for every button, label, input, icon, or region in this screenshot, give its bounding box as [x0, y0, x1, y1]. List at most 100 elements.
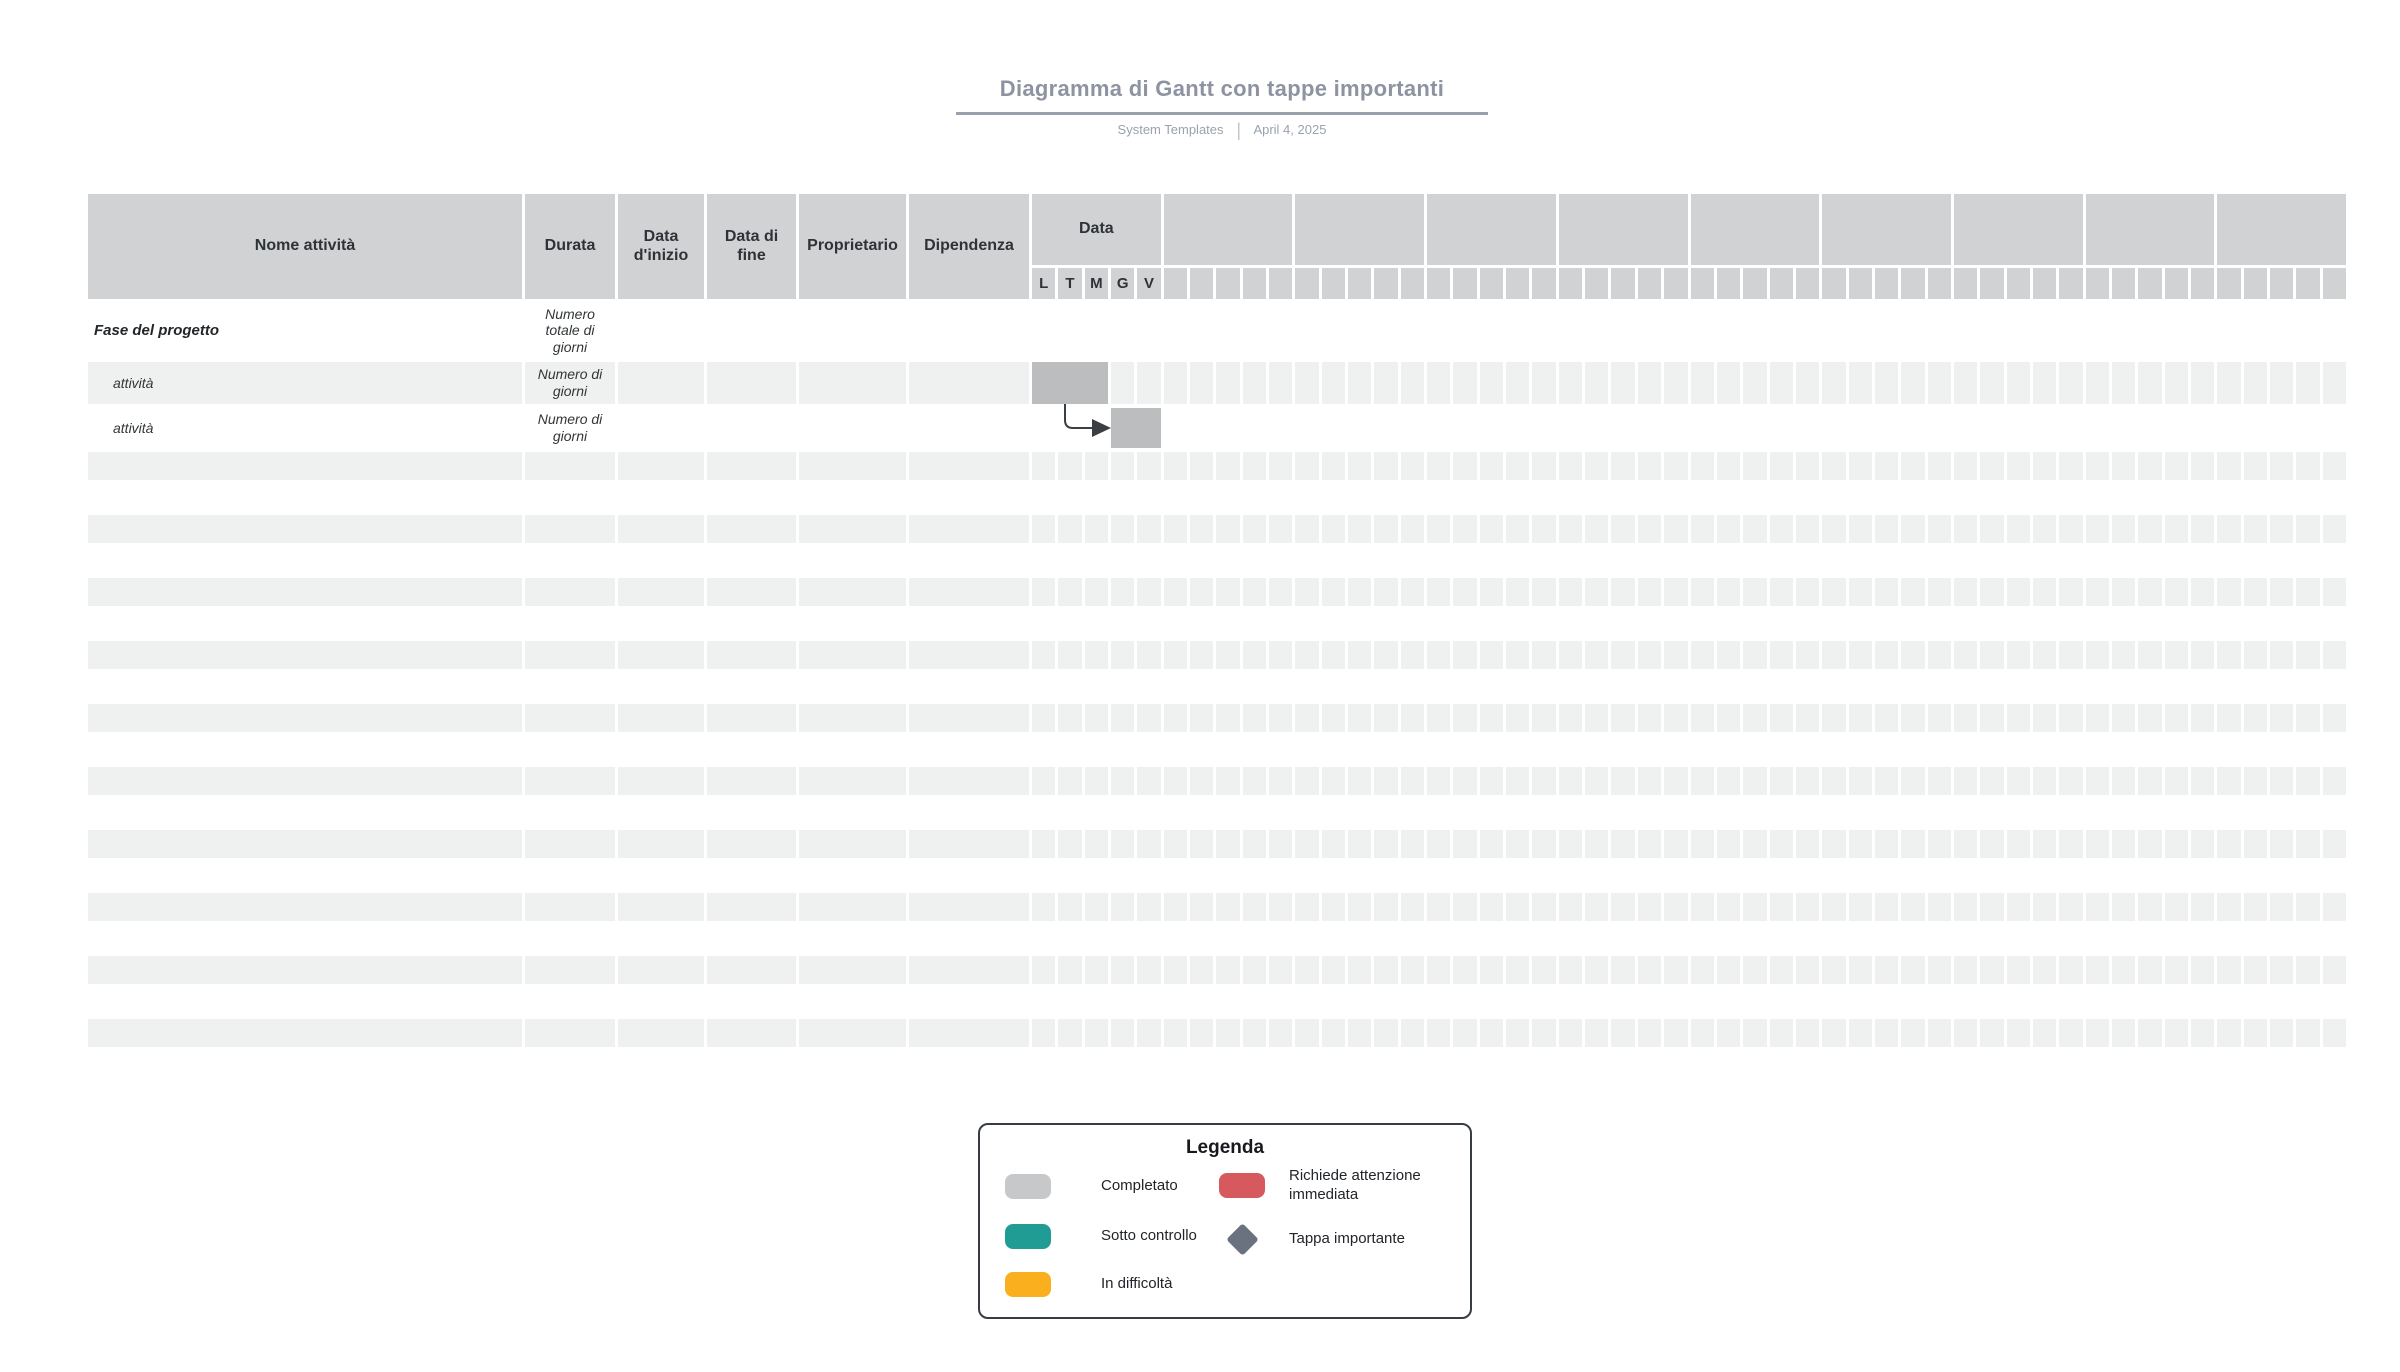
day-cell[interactable] — [1611, 578, 1635, 606]
day-cell[interactable] — [1453, 408, 1476, 448]
task-name-cell[interactable] — [88, 956, 522, 984]
day-cell[interactable] — [1637, 641, 1662, 669]
day-cell[interactable] — [2032, 893, 2057, 921]
day-cell[interactable] — [1506, 1019, 1530, 1047]
day-cell[interactable] — [1611, 515, 1635, 543]
day-cell[interactable] — [1611, 956, 1635, 984]
day-cell[interactable] — [1321, 830, 1346, 858]
day-cell[interactable] — [2085, 830, 2109, 858]
day-cell[interactable] — [2322, 641, 2346, 669]
day-cell[interactable] — [1874, 893, 1899, 921]
day-cell[interactable] — [1743, 956, 1767, 984]
end-date-cell[interactable] — [707, 515, 796, 543]
day-cell[interactable] — [1479, 452, 1504, 480]
day-cell[interactable] — [1690, 704, 1714, 732]
day-cell[interactable] — [2111, 704, 2136, 732]
day-cell[interactable] — [1874, 578, 1899, 606]
day-cell[interactable] — [1901, 303, 1924, 358]
day-cell[interactable] — [1743, 362, 1767, 404]
day-cell[interactable] — [1348, 515, 1372, 543]
day-cell[interactable] — [1427, 408, 1450, 448]
day-cell[interactable] — [1585, 362, 1609, 404]
day-cell[interactable] — [2138, 578, 2162, 606]
day-cell[interactable] — [2190, 452, 2215, 480]
day-cell[interactable] — [1795, 362, 1820, 404]
dependency-cell[interactable] — [909, 767, 1029, 795]
day-cell[interactable] — [1611, 1019, 1635, 1047]
day-cell[interactable] — [1928, 408, 1951, 448]
day-cell[interactable] — [1848, 1019, 1872, 1047]
day-cell[interactable] — [2164, 452, 2188, 480]
start-date-cell[interactable] — [618, 767, 704, 795]
day-cell[interactable] — [1374, 893, 1398, 921]
day-cell[interactable] — [2006, 767, 2030, 795]
day-cell[interactable] — [2164, 767, 2188, 795]
day-cell[interactable] — [1716, 452, 1741, 480]
day-cell[interactable] — [2269, 452, 2294, 480]
day-cell[interactable] — [1637, 767, 1662, 795]
day-cell[interactable] — [1427, 893, 1451, 921]
day-cell[interactable] — [1032, 515, 1056, 543]
day-cell[interactable] — [1927, 362, 1951, 404]
day-cell[interactable] — [1427, 1019, 1451, 1047]
day-cell[interactable] — [1506, 893, 1530, 921]
day-cell[interactable] — [2217, 515, 2241, 543]
day-cell[interactable] — [1716, 767, 1741, 795]
day-cell[interactable] — [1927, 452, 1951, 480]
day-cell[interactable] — [2059, 1019, 2083, 1047]
day-cell[interactable] — [1216, 515, 1240, 543]
day-cell[interactable] — [1321, 767, 1346, 795]
day-cell[interactable] — [1743, 408, 1766, 448]
day-cell[interactable] — [2111, 1019, 2136, 1047]
day-cell[interactable] — [2032, 956, 2057, 984]
day-cell[interactable] — [1558, 704, 1583, 732]
day-cell[interactable] — [1769, 704, 1793, 732]
day-cell[interactable] — [1874, 1019, 1899, 1047]
day-cell[interactable] — [1743, 767, 1767, 795]
day-cell[interactable] — [1032, 578, 1056, 606]
day-cell[interactable] — [1058, 641, 1082, 669]
day-cell[interactable] — [2006, 704, 2030, 732]
day-cell[interactable] — [2296, 956, 2320, 984]
day-cell[interactable] — [1295, 578, 1319, 606]
day-cell[interactable] — [2164, 704, 2188, 732]
day-cell[interactable] — [2085, 641, 2109, 669]
day-cell[interactable] — [2322, 1019, 2346, 1047]
day-cell[interactable] — [1901, 452, 1925, 480]
day-cell[interactable] — [1637, 362, 1662, 404]
day-cell[interactable] — [1848, 641, 1872, 669]
day-cell[interactable] — [1216, 362, 1240, 404]
day-cell[interactable] — [2059, 893, 2083, 921]
day-cell[interactable] — [1242, 1019, 1267, 1047]
day-cell[interactable] — [1664, 830, 1688, 858]
day-cell[interactable] — [2111, 641, 2136, 669]
day-cell[interactable] — [1743, 515, 1767, 543]
day-cell[interactable] — [1716, 578, 1741, 606]
day-cell[interactable] — [2138, 452, 2162, 480]
day-cell[interactable] — [1743, 893, 1767, 921]
day-cell[interactable] — [1611, 408, 1634, 448]
day-cell[interactable] — [1479, 515, 1504, 543]
day-cell[interactable] — [1532, 362, 1556, 404]
day-cell[interactable] — [1848, 515, 1872, 543]
day-cell[interactable] — [1374, 362, 1398, 404]
day-cell[interactable] — [1558, 1019, 1583, 1047]
day-cell[interactable] — [1374, 515, 1398, 543]
day-cell[interactable] — [2322, 362, 2346, 404]
day-cell[interactable] — [1295, 303, 1318, 358]
day-cell[interactable] — [1427, 578, 1451, 606]
day-cell[interactable] — [2006, 641, 2030, 669]
day-cell[interactable] — [1822, 362, 1846, 404]
day-cell[interactable] — [1322, 408, 1345, 448]
day-cell[interactable] — [2190, 578, 2215, 606]
day-cell[interactable] — [1743, 452, 1767, 480]
day-cell[interactable] — [1321, 578, 1346, 606]
day-cell[interactable] — [1295, 515, 1319, 543]
start-date-cell[interactable] — [618, 830, 704, 858]
day-cell[interactable] — [2085, 362, 2109, 404]
start-date-cell[interactable] — [618, 515, 704, 543]
day-cell[interactable] — [1242, 641, 1267, 669]
day-cell[interactable] — [2138, 704, 2162, 732]
day-cell[interactable] — [1190, 704, 1214, 732]
day-cell[interactable] — [1111, 515, 1135, 543]
